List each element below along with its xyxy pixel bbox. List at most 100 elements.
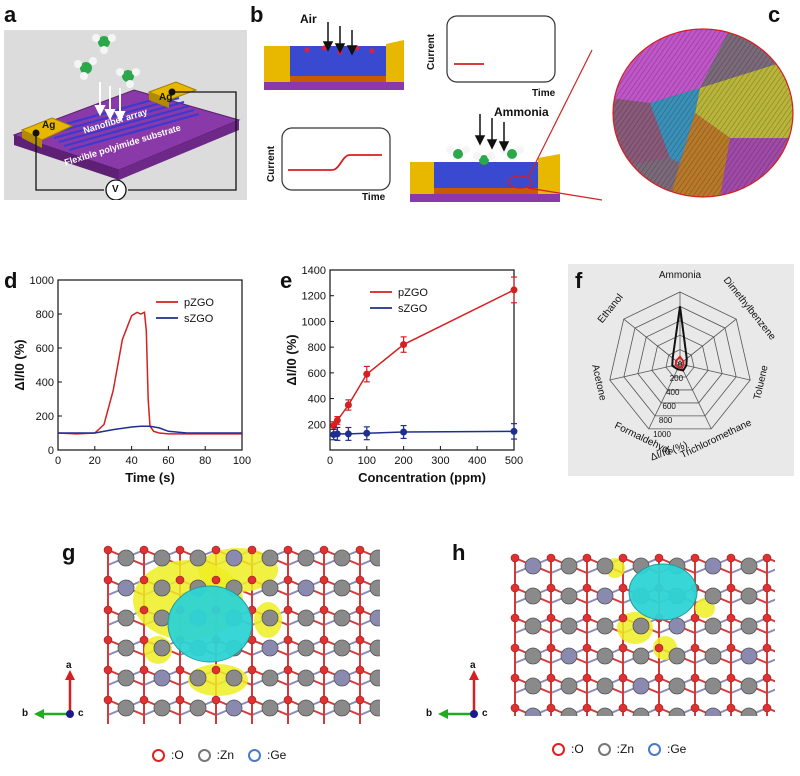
atom-zn	[261, 699, 279, 717]
radar-spoke	[623, 318, 681, 365]
electrode-label-left: Ag	[42, 120, 56, 131]
atom-o	[211, 665, 221, 675]
panel-label-h: h	[452, 540, 466, 565]
radar-category-label: Ammonia	[659, 270, 702, 281]
data-point	[400, 341, 408, 349]
atom-o	[762, 583, 772, 593]
atom-zn	[524, 587, 542, 605]
atom-o	[103, 665, 113, 675]
y-tick-label: 400	[308, 394, 326, 406]
x-tick-label: 80	[199, 455, 211, 467]
device-schematic: Ag Ag Nanofiber array Flexible polyimide…	[4, 30, 247, 201]
atom-zn	[668, 647, 686, 665]
atom-o	[139, 665, 149, 675]
atom-zn	[117, 609, 135, 627]
charge-density-h	[505, 548, 800, 738]
atom-o	[103, 635, 113, 645]
atom-zn	[117, 669, 135, 687]
atom-o	[618, 553, 628, 563]
radar-series-sZGO	[674, 355, 685, 370]
atom-o	[139, 575, 149, 585]
atom-o	[726, 703, 736, 713]
isosurface-cyan	[167, 585, 253, 663]
data-point	[400, 428, 408, 436]
atom-o	[139, 605, 149, 615]
atom-zn	[632, 617, 650, 635]
atom-o	[355, 665, 365, 675]
atom-zn	[261, 579, 279, 597]
x-tick-label: 0	[55, 455, 61, 467]
x-tick-label: 40	[125, 455, 137, 467]
atom-zn	[117, 579, 135, 597]
atom-o	[247, 695, 257, 705]
atom-zn	[632, 677, 650, 695]
radar-tick-label: 0	[678, 360, 683, 369]
atom-o	[355, 605, 365, 615]
atom-o	[510, 673, 520, 683]
axis-b-label-g: b	[22, 708, 29, 719]
radar-tick-label: 200	[670, 374, 684, 383]
x-tick-label: 60	[162, 455, 174, 467]
chart-f: Ammonia Dimethylbenzene Toluene Trichlorome…	[589, 270, 778, 463]
atom-o	[319, 695, 329, 705]
atom-o	[654, 553, 664, 563]
axis-a-label-h: a	[470, 660, 476, 671]
atom-o	[654, 703, 664, 713]
radar-category-label: Trichloromethane	[679, 417, 754, 461]
plot-frame	[57, 279, 243, 451]
atom-zn	[225, 699, 243, 717]
atom-o	[510, 553, 520, 563]
atom-o	[582, 643, 592, 653]
atom-o	[283, 695, 293, 705]
atom-o	[103, 605, 113, 615]
atom-o	[103, 545, 113, 555]
atom-o	[690, 673, 700, 683]
atom-o	[319, 605, 329, 615]
x-axis-label: Concentration (ppm)	[358, 470, 486, 485]
radar-tick-label: 400	[666, 388, 680, 397]
atom-zn	[153, 699, 171, 717]
atom-o	[654, 643, 664, 653]
atom-o	[762, 553, 772, 563]
y-axis-label: ΔI/I0 (%)	[12, 339, 27, 390]
atom-zn	[117, 699, 135, 717]
atom-zn	[524, 677, 542, 695]
x-tick-label: 500	[505, 455, 523, 467]
atom-zn	[524, 557, 542, 575]
oxygen-icon	[552, 742, 565, 756]
radar-spoke	[679, 363, 751, 381]
air-label: Air	[300, 12, 317, 26]
panel-label-a: a	[4, 2, 17, 27]
y-tick-label: 600	[36, 343, 54, 355]
radar-spoke	[679, 318, 737, 365]
time-axis-label-bottom: Time	[362, 192, 386, 203]
atom-zn	[560, 647, 578, 665]
panel-label-g: g	[62, 540, 76, 565]
atom-zn	[596, 587, 614, 605]
atom-o	[211, 575, 221, 585]
atom-zn	[153, 549, 171, 567]
atom-o	[211, 545, 221, 555]
oxygen-icon	[152, 748, 165, 762]
plot-frame	[329, 269, 515, 451]
atom-zn	[189, 669, 207, 687]
atom-o	[175, 665, 185, 675]
atom-zn	[117, 639, 135, 657]
charge-density-g	[98, 540, 397, 730]
y-tick-label: 200	[36, 411, 54, 423]
atom-o	[283, 635, 293, 645]
atom-zn	[740, 557, 758, 575]
radar-grid-ring	[637, 320, 723, 404]
voltmeter-label: V	[112, 184, 119, 195]
atom-zn	[261, 669, 279, 687]
atom-legend-h: :O :Zn :Ge	[552, 742, 686, 756]
radar-tick-label: 600	[663, 402, 677, 411]
atom-zn	[189, 549, 207, 567]
series-line-sZGO	[58, 425, 242, 434]
y-tick-label: 800	[308, 342, 326, 354]
current-axis-label-bottom: Current	[266, 145, 277, 182]
zinc-icon	[197, 748, 211, 762]
radar-category-label: Toluene	[752, 364, 771, 401]
atom-o	[247, 665, 257, 675]
atom-zn	[297, 699, 315, 717]
